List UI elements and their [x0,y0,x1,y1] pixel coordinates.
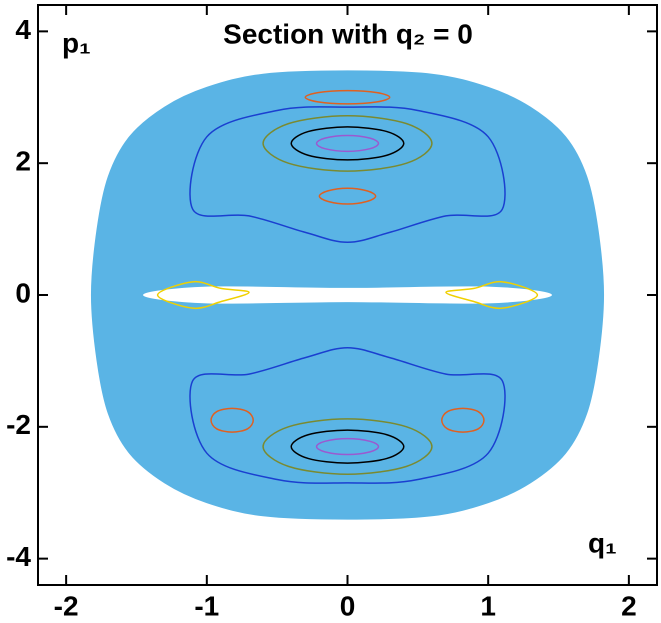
orbit-curve [262,114,433,172]
orbit-curve [290,429,405,464]
x-tick-label: -1 [194,590,219,621]
orbit-curve [156,280,250,310]
orbit-curve [290,126,405,161]
x-axis-label: q₁ [588,527,617,558]
y-tick-label: -2 [6,409,31,440]
x-tick-label: -2 [54,590,79,621]
chart-title: Section with q₂ = 0 [223,18,473,49]
orbit-curve [189,346,506,484]
orbit-curve [210,407,254,433]
orbit-curve [315,134,380,153]
orbit-curve [262,418,433,476]
y-axis-label: p₁ [62,27,91,58]
y-tick-label: 4 [15,14,31,45]
orbit-curve [189,106,506,244]
x-tick-label: 1 [480,590,496,621]
orbit-curve [315,437,380,456]
orbit-curve [318,187,377,205]
x-tick-label: 0 [340,590,356,621]
orbit-curve [445,280,539,310]
point-cloud [143,286,552,304]
orbit-curve [441,407,485,433]
y-tick-label: -4 [6,541,31,572]
plot-area [90,70,605,520]
x-tick-label: 2 [621,590,637,621]
y-tick-label: 2 [15,146,31,177]
orbit-curve [304,89,391,105]
y-tick-label: 0 [15,277,31,308]
